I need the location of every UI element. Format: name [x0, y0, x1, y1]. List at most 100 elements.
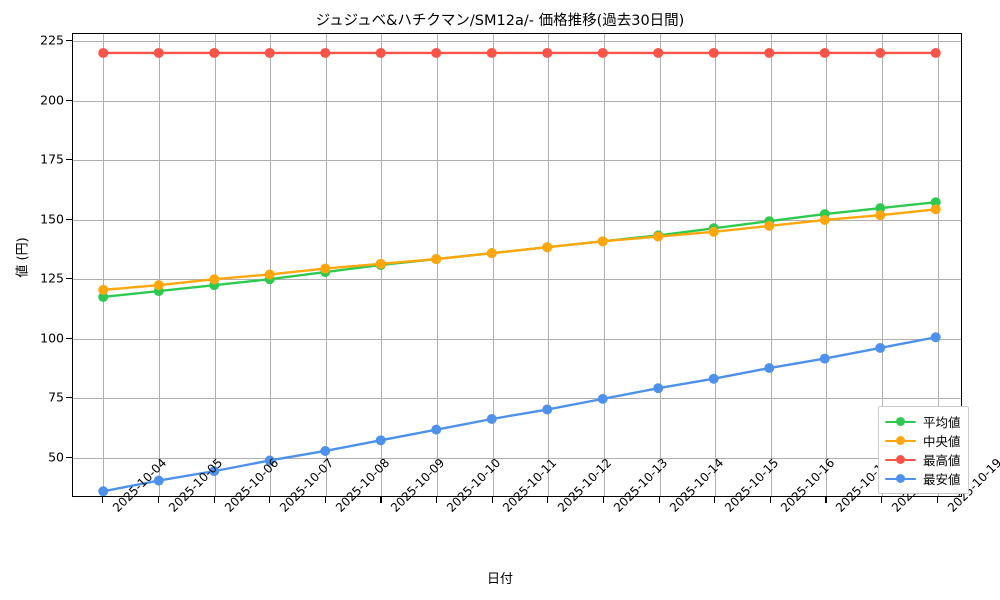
data-point [764, 363, 775, 374]
x-axis-tick-label: 2025-10-16 [778, 456, 837, 515]
legend-label: 最高値 [923, 453, 961, 468]
y-axis-tick-label: 100 [40, 330, 64, 346]
gridline-vertical [214, 34, 216, 496]
gridline-horizontal [73, 457, 961, 459]
plot-area [72, 33, 962, 497]
legend-swatch-icon [885, 434, 916, 448]
y-axis-tick-mark [66, 337, 72, 339]
data-point [819, 47, 830, 58]
y-axis-tick-mark [66, 218, 72, 220]
x-axis-tick-mark [157, 497, 160, 503]
data-point [875, 342, 886, 353]
gridline-horizontal [73, 338, 961, 340]
data-point [264, 455, 275, 466]
gridline-horizontal [73, 398, 961, 400]
data-point [875, 47, 886, 58]
legend-swatch-icon [885, 415, 916, 429]
y-axis-tick-mark [66, 278, 72, 280]
data-point [875, 210, 886, 221]
gridline-vertical [437, 34, 439, 496]
gridline-vertical [826, 34, 828, 496]
chart-legend: 平均値中央値最高値最安値 [878, 406, 969, 494]
gridline-vertical [270, 34, 272, 496]
x-axis-tick-mark [269, 497, 271, 503]
y-axis-tick-mark [66, 456, 72, 458]
y-axis-tick-label: 125 [40, 270, 64, 286]
x-axis-tick-label: 2025-10-19 [944, 455, 1000, 515]
data-point [98, 47, 109, 58]
data-point [542, 242, 553, 253]
data-point [597, 236, 608, 247]
x-axis-tick-mark [881, 497, 883, 503]
legend-label: 中央値 [923, 434, 961, 449]
gridline-horizontal [73, 219, 961, 221]
series-line [102, 336, 937, 493]
gridline-horizontal [73, 279, 961, 281]
x-axis-tick-label: 2025-10-10 [444, 456, 503, 515]
legend-item-2[interactable]: 中央値 [885, 431, 961, 450]
data-point [153, 475, 164, 486]
data-point [209, 274, 220, 285]
gridline-vertical [882, 34, 884, 496]
x-axis-tick-mark [213, 497, 215, 503]
data-point [930, 204, 941, 215]
x-axis-tick-label: 2025-10-04 [110, 456, 169, 515]
series-4 [98, 332, 941, 496]
data-point [764, 220, 775, 231]
series-lines [98, 47, 941, 496]
y-axis-tick-label: 50 [48, 449, 64, 465]
x-axis-tick-label: 2025-10-14 [667, 456, 726, 515]
data-point [653, 231, 664, 242]
data-point [930, 47, 941, 58]
y-axis-tick-labels: 50 75 100 125 150 175 200 225 [0, 33, 64, 497]
gridline-vertical [937, 34, 939, 496]
series-2 [98, 204, 941, 295]
data-point [819, 215, 830, 225]
gridline-vertical [158, 34, 160, 496]
legend-swatch-icon [885, 472, 916, 486]
y-axis-tick-label: 225 [40, 32, 64, 48]
x-axis-tick-mark [491, 497, 493, 503]
data-point [209, 47, 220, 58]
data-point [264, 269, 275, 280]
data-point [930, 332, 941, 343]
data-point [431, 47, 442, 58]
gridline-vertical [548, 34, 550, 496]
legend-item-4[interactable]: 最安値 [885, 469, 961, 488]
data-point [264, 47, 275, 58]
data-point [209, 466, 220, 477]
legend-label: 最安値 [923, 472, 961, 487]
gridline-vertical [603, 34, 605, 496]
x-axis-tick-mark [547, 497, 549, 503]
data-point [431, 254, 442, 265]
x-axis-tick-label: 2025-10-12 [555, 456, 614, 515]
data-point [153, 47, 164, 58]
data-point [597, 47, 608, 58]
data-point [153, 280, 164, 291]
data-point [320, 446, 331, 456]
x-axis-tick-mark [714, 497, 716, 503]
x-axis-tick-mark [658, 497, 660, 503]
data-point [764, 47, 775, 58]
data-point [708, 226, 719, 237]
y-axis-tick-label: 175 [40, 151, 64, 167]
gridline-vertical [103, 34, 105, 496]
data-point [708, 47, 719, 58]
x-axis-tick-mark [936, 497, 938, 503]
gridline-horizontal [73, 100, 961, 102]
data-point [320, 263, 331, 274]
x-axis-tick-mark [380, 497, 382, 503]
legend-item-3[interactable]: 最高値 [885, 450, 961, 469]
legend-swatch-icon [885, 453, 916, 467]
y-axis-tick-mark [66, 99, 72, 101]
series-3 [98, 47, 941, 58]
x-axis-tick-mark [102, 497, 104, 503]
data-point [98, 292, 109, 302]
data-point [542, 404, 553, 415]
y-axis-tick-mark [66, 397, 72, 399]
data-point [875, 203, 886, 214]
y-axis-tick-mark [66, 159, 72, 161]
legend-item-1[interactable]: 平均値 [885, 412, 961, 431]
x-axis-tick-label: 2025-10-07 [277, 456, 336, 515]
x-axis-tick-label: 2025-10-13 [611, 456, 670, 515]
